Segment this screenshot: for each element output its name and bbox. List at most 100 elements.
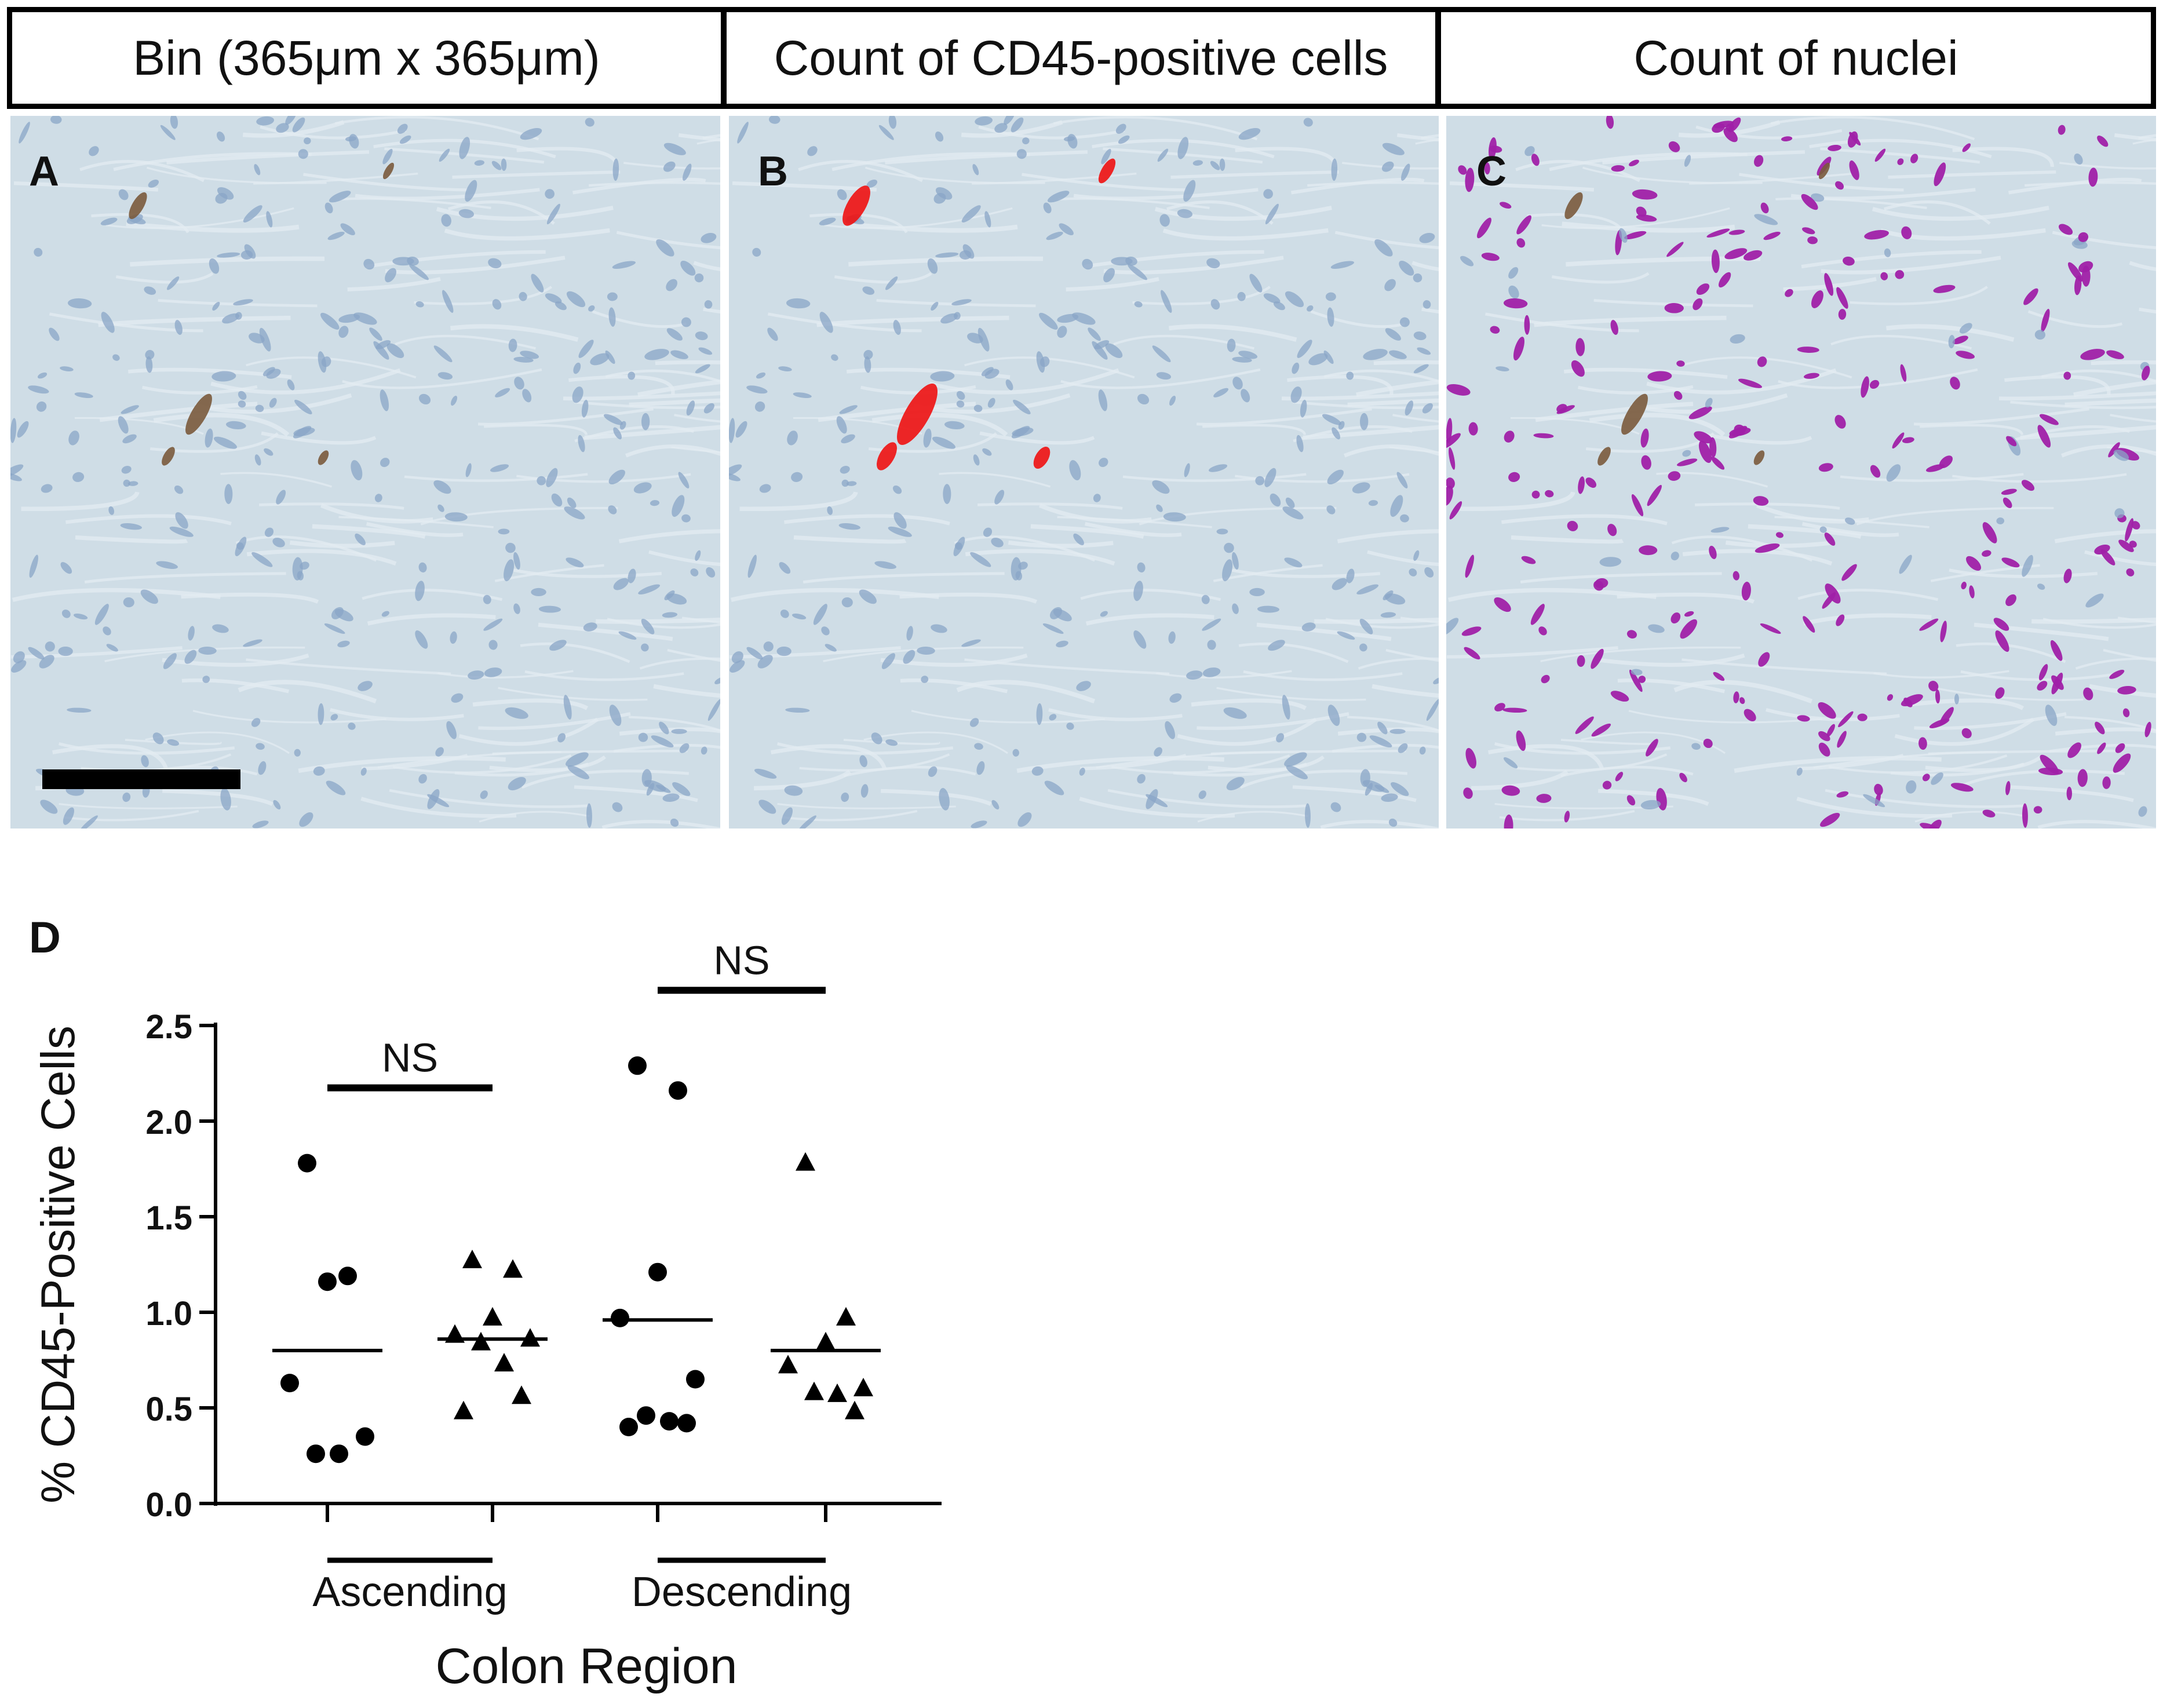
- highlighted-nucleus: [1828, 144, 1841, 151]
- stroma-fiber: [667, 649, 720, 662]
- highlighted-nucleus: [1465, 167, 1475, 192]
- cd45-positive-cell: [1098, 158, 1116, 184]
- stroma-fiber: [964, 658, 1170, 676]
- header-panel-b: Count of CD45-positive cells: [721, 7, 1440, 109]
- nucleus: [235, 537, 247, 557]
- nucleus: [222, 313, 239, 324]
- highlighted-nucleus: [2125, 518, 2134, 542]
- stroma-fiber: [607, 618, 720, 629]
- nucleus: [1265, 203, 1279, 225]
- highlighted-nucleus: [1624, 231, 1647, 240]
- cd45-positive-cell: [382, 162, 395, 180]
- nucleus: [769, 116, 780, 124]
- nucleus: [170, 116, 178, 129]
- nucleus: [752, 247, 761, 257]
- nucleus: [701, 232, 717, 243]
- stroma-fiber: [655, 360, 720, 366]
- nucleus: [1368, 500, 1378, 506]
- nucleus: [123, 597, 134, 608]
- stroma-fiber: [739, 491, 858, 512]
- stroma-fiber: [125, 739, 222, 745]
- stroma-fiber: [1291, 177, 1425, 195]
- nucleus: [608, 505, 617, 514]
- nucleus: [641, 643, 649, 652]
- nucleus: [103, 626, 111, 636]
- nucleus: [121, 466, 132, 474]
- nucleus: [1249, 273, 1263, 293]
- data-point-circle: [686, 1370, 705, 1389]
- stroma-fiber: [584, 425, 720, 440]
- nucleus: [1159, 214, 1170, 227]
- highlighted-nucleus: [1928, 681, 1939, 692]
- nucleus: [397, 123, 408, 134]
- nucleus: [557, 733, 566, 743]
- highlighted-nucleus: [1982, 550, 1991, 557]
- nucleus: [495, 388, 510, 397]
- nucleus: [1754, 214, 1778, 225]
- stroma-fiber: [242, 120, 345, 138]
- nucleus: [1101, 148, 1111, 165]
- nucleus: [841, 597, 853, 608]
- highlighted-nucleus: [1836, 791, 1849, 798]
- stroma-fiber: [1801, 250, 1982, 269]
- stroma-fiber: [1016, 756, 1224, 773]
- stroma-fiber: [261, 431, 377, 445]
- nucleus: [1066, 722, 1074, 730]
- highlighted-nucleus: [1446, 384, 1471, 396]
- nucleus: [1400, 163, 1410, 181]
- nucleus: [1796, 768, 1803, 776]
- highlighted-nucleus: [1939, 455, 1953, 469]
- nucleus: [1359, 643, 1367, 652]
- nucleus: [578, 435, 585, 452]
- highlighted-nucleus: [1934, 162, 1946, 187]
- data-point-triangle: [462, 1249, 482, 1268]
- stroma-fiber: [520, 642, 630, 663]
- stroma-fiber: [1084, 250, 1264, 269]
- stroma-fiber: [1872, 206, 2049, 221]
- highlighted-nucleus: [2006, 436, 2017, 447]
- highlighted-nucleus: [1679, 772, 1687, 783]
- cd45-positive-cell: [842, 185, 870, 226]
- nucleus: [837, 189, 847, 200]
- nucleus: [508, 777, 526, 791]
- data-point-triangle: [445, 1324, 465, 1343]
- stroma-fiber: [2031, 617, 2156, 624]
- nucleus: [1137, 393, 1150, 405]
- nucleus: [1385, 328, 1401, 341]
- stroma-fiber: [831, 152, 1030, 171]
- stroma-fiber: [366, 521, 464, 537]
- nucleus: [1670, 552, 1679, 561]
- nucleus: [1384, 279, 1396, 291]
- nucleus: [1327, 307, 1334, 327]
- highlighted-nucleus: [1950, 377, 1960, 390]
- nucleus: [1042, 623, 1064, 634]
- stroma-fiber: [162, 789, 273, 806]
- nucleus: [1270, 493, 1281, 507]
- nucleus: [1422, 300, 1431, 309]
- nucleus: [1682, 450, 1691, 457]
- nucleus: [1330, 261, 1355, 269]
- nucleus: [531, 587, 546, 596]
- highlighted-nucleus: [1982, 522, 1997, 543]
- nucleus: [690, 568, 699, 576]
- nucleus: [671, 729, 687, 734]
- stroma-fiber: [1809, 138, 1992, 159]
- stroma-fiber: [1880, 228, 2046, 241]
- stroma-fiber: [648, 550, 720, 567]
- nucleus: [841, 792, 849, 802]
- nucleus: [318, 703, 324, 725]
- highlighted-nucleus: [1541, 674, 1550, 684]
- nucleus: [1496, 366, 1509, 371]
- nucleus: [888, 526, 912, 537]
- highlighted-nucleus: [1610, 691, 1629, 702]
- nucleus: [358, 681, 373, 691]
- nucleus: [531, 273, 544, 293]
- nucleus: [981, 367, 994, 377]
- nucleus: [1422, 403, 1433, 414]
- nucleus: [862, 286, 875, 295]
- nucleus: [1352, 482, 1370, 494]
- nucleus: [484, 667, 502, 677]
- highlighted-nucleus: [1536, 794, 1552, 803]
- stroma-fiber: [1888, 170, 2056, 179]
- nucleus: [63, 807, 75, 825]
